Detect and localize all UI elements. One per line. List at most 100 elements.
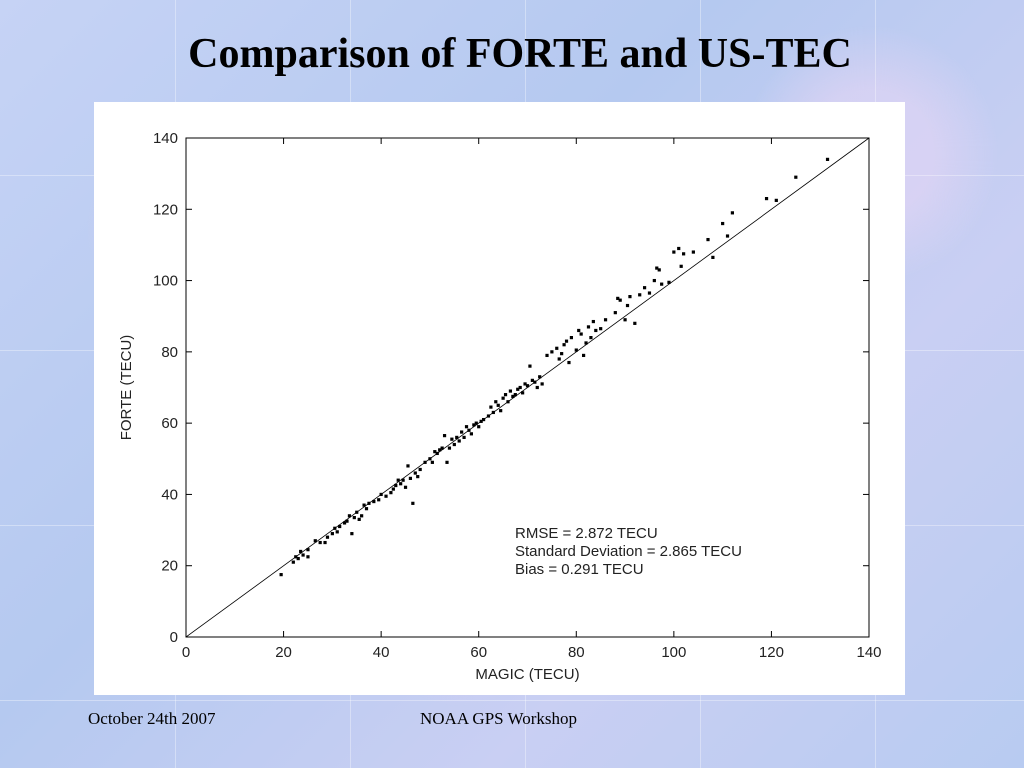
data-point bbox=[438, 448, 442, 452]
data-point bbox=[555, 346, 559, 350]
data-point bbox=[333, 526, 337, 530]
y-tick-label: 60 bbox=[161, 415, 178, 432]
data-point bbox=[399, 482, 403, 486]
reference-line bbox=[185, 137, 870, 638]
data-point bbox=[660, 282, 664, 286]
y-tick-label: 100 bbox=[153, 273, 178, 290]
data-point bbox=[279, 573, 283, 577]
data-point bbox=[525, 384, 530, 388]
data-point bbox=[625, 303, 630, 308]
data-point bbox=[364, 507, 369, 511]
data-point bbox=[342, 521, 347, 525]
data-point bbox=[521, 391, 525, 395]
data-point bbox=[550, 350, 554, 354]
data-point bbox=[355, 510, 359, 514]
x-tick-label: 120 bbox=[759, 644, 784, 661]
data-point bbox=[513, 393, 517, 397]
data-point bbox=[725, 234, 730, 238]
data-point bbox=[567, 360, 571, 365]
data-point bbox=[706, 237, 710, 242]
data-point bbox=[352, 515, 356, 520]
data-point bbox=[589, 336, 593, 340]
data-point bbox=[489, 405, 493, 409]
data-point bbox=[406, 464, 410, 468]
data-point bbox=[464, 425, 469, 429]
data-point bbox=[794, 175, 798, 179]
data-point bbox=[682, 252, 686, 256]
data-point bbox=[467, 428, 471, 432]
data-point bbox=[416, 475, 420, 479]
x-tick-label: 60 bbox=[470, 644, 487, 661]
data-point bbox=[377, 498, 381, 502]
y-axis-label: FORTE (TECU) bbox=[118, 335, 135, 441]
slide-title: Comparison of FORTE and US-TEC bbox=[188, 31, 852, 77]
data-point bbox=[486, 414, 491, 418]
data-point bbox=[411, 501, 415, 505]
data-point bbox=[357, 517, 361, 521]
stats-annotation: RMSE = 2.872 TECU bbox=[515, 525, 658, 542]
data-point bbox=[652, 278, 656, 283]
data-point bbox=[721, 221, 725, 226]
data-point bbox=[535, 385, 539, 390]
data-point bbox=[447, 446, 452, 450]
data-point bbox=[533, 380, 537, 384]
stats-annotation: Standard Deviation = 2.865 TECU bbox=[515, 543, 742, 560]
data-point bbox=[350, 532, 354, 536]
data-point bbox=[623, 318, 627, 322]
data-point bbox=[345, 519, 349, 523]
data-point bbox=[508, 389, 513, 393]
data-point bbox=[396, 478, 400, 482]
data-point bbox=[496, 403, 500, 407]
data-point bbox=[711, 255, 715, 260]
data-point bbox=[301, 553, 305, 557]
data-point bbox=[372, 499, 376, 504]
data-point bbox=[291, 560, 295, 564]
data-point bbox=[401, 478, 405, 482]
x-tick-label: 20 bbox=[275, 644, 292, 661]
data-point bbox=[477, 425, 481, 429]
data-point bbox=[579, 332, 583, 336]
data-point bbox=[408, 476, 413, 480]
x-tick-label: 0 bbox=[182, 644, 190, 661]
data-point bbox=[457, 439, 461, 443]
x-axis-label: MAGIC (TECU) bbox=[475, 666, 579, 683]
y-tick-label: 140 bbox=[153, 130, 178, 147]
y-tick-label: 120 bbox=[153, 201, 178, 218]
data-point bbox=[423, 460, 427, 464]
data-point bbox=[306, 548, 310, 552]
data-point bbox=[491, 410, 495, 415]
data-point bbox=[518, 385, 522, 390]
data-point bbox=[691, 250, 695, 254]
data-point bbox=[335, 530, 339, 534]
data-point bbox=[569, 336, 574, 340]
data-point bbox=[584, 341, 588, 345]
data-point bbox=[306, 555, 310, 559]
y-tick-label: 0 bbox=[170, 629, 178, 646]
data-point bbox=[462, 435, 466, 439]
data-point bbox=[452, 442, 456, 447]
data-point bbox=[582, 353, 586, 358]
data-point bbox=[657, 268, 661, 272]
data-point bbox=[433, 450, 437, 454]
data-point bbox=[594, 328, 598, 333]
data-point bbox=[577, 328, 581, 333]
data-point bbox=[516, 387, 520, 391]
data-point bbox=[469, 432, 473, 436]
data-point bbox=[494, 400, 498, 404]
data-point bbox=[418, 467, 422, 472]
x-tick-label: 40 bbox=[373, 644, 390, 661]
data-point bbox=[379, 492, 383, 497]
y-tick-label: 20 bbox=[161, 558, 178, 575]
data-point bbox=[562, 343, 566, 347]
data-point bbox=[528, 364, 532, 368]
data-point bbox=[440, 446, 444, 450]
data-point bbox=[523, 382, 527, 386]
data-point bbox=[347, 514, 352, 518]
data-point bbox=[294, 555, 298, 559]
data-point bbox=[591, 319, 595, 324]
data-point bbox=[472, 423, 476, 427]
data-point bbox=[479, 419, 483, 423]
x-tick-label: 80 bbox=[568, 644, 585, 661]
plot-area-frame bbox=[185, 137, 870, 638]
data-point bbox=[603, 318, 608, 322]
